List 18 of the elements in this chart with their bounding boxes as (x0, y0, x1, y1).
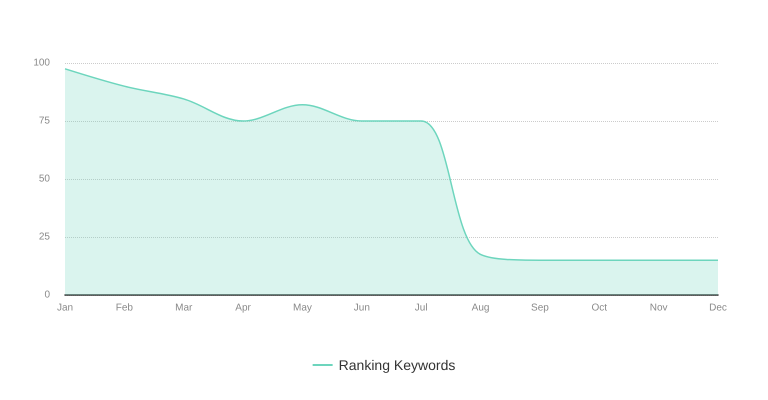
x-tick-label: Feb (116, 302, 134, 314)
x-tick-label: Dec (709, 302, 727, 314)
y-tick-label: 75 (38, 116, 50, 126)
x-tick-label: Mar (175, 302, 193, 314)
y-tick-label: 0 (44, 290, 50, 300)
x-tick-label: Jun (354, 302, 370, 314)
x-tick-label: Oct (591, 302, 608, 314)
x-tick-label: Jul (414, 302, 428, 314)
y-tick-label: 50 (38, 174, 50, 184)
x-tick-label: Aug (472, 302, 490, 314)
x-tick-label: Sep (531, 302, 550, 314)
x-tick-label: Jan (56, 302, 74, 314)
x-tick-label: Nov (650, 302, 668, 314)
y-tick-label: 100 (33, 58, 50, 68)
legend-label: Ranking Keywords (338, 357, 456, 373)
y-tick-label: 25 (38, 232, 50, 242)
x-tick-label: May (293, 302, 312, 314)
x-tick-label: Apr (235, 302, 252, 314)
